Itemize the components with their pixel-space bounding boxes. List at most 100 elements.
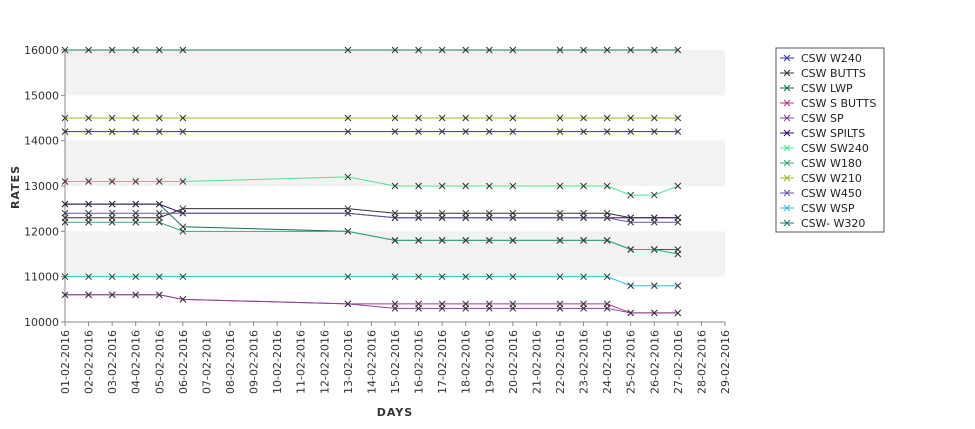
legend-item: CSW W210 <box>780 172 862 185</box>
legend-label: CSW SPILTS <box>801 127 865 140</box>
data-point-marker <box>415 114 422 122</box>
y-tick-label: 15000 <box>24 89 59 102</box>
legend-marker <box>783 69 791 77</box>
legend-marker <box>783 219 791 227</box>
data-point-marker <box>155 209 163 217</box>
legend-item: CSW WSP <box>780 202 855 215</box>
legend-label: CSW LWP <box>801 82 853 95</box>
x-tick-label: 05-02-2016 <box>153 330 166 394</box>
data-point-marker <box>344 209 352 217</box>
data-point-marker <box>603 128 611 135</box>
data-point-marker <box>438 46 446 54</box>
data-point-marker <box>603 237 611 244</box>
data-point-marker <box>627 114 635 122</box>
legend-label: CSW W180 <box>801 157 862 170</box>
legend-label: CSW SP <box>801 112 844 125</box>
data-point-marker <box>485 237 493 244</box>
data-point-marker <box>108 218 116 226</box>
legend-label: CSW W240 <box>801 52 862 65</box>
series-10 <box>61 209 682 226</box>
legend-item: CSW BUTTS <box>780 67 866 80</box>
x-tick-label: 03-02-2016 <box>106 330 119 394</box>
data-point-marker <box>603 305 611 312</box>
data-point-marker <box>603 273 611 281</box>
data-point-marker <box>462 128 470 135</box>
data-point-marker <box>415 214 422 222</box>
data-point-marker <box>415 128 422 135</box>
legend-item: CSW W240 <box>780 52 862 65</box>
legend-item: CSW SPILTS <box>780 127 865 140</box>
data-point-marker <box>650 218 658 226</box>
legend-label: CSW W210 <box>801 172 862 185</box>
data-point-marker <box>674 250 682 258</box>
x-tick-label: 12-02-2016 <box>318 330 331 394</box>
y-tick-label: 11000 <box>24 271 59 284</box>
legend-item: CSW SP <box>780 112 844 125</box>
data-point-marker <box>179 227 187 235</box>
data-point-marker <box>155 200 163 208</box>
legend-item: CSW LWP <box>780 82 853 95</box>
data-point-marker <box>344 46 352 54</box>
data-point-marker <box>85 114 92 122</box>
x-tick-label: 07-02-2016 <box>200 330 213 394</box>
data-point-marker <box>61 46 69 54</box>
x-tick-label: 01-02-2016 <box>59 330 72 394</box>
series-4 <box>61 291 682 317</box>
y-tick-label: 13000 <box>24 180 59 193</box>
data-point-marker <box>556 182 564 190</box>
data-point-marker <box>155 46 163 54</box>
data-point-marker <box>438 182 446 190</box>
data-point-marker <box>155 273 163 281</box>
data-point-marker <box>509 214 517 222</box>
series-5 <box>61 291 682 317</box>
data-point-marker <box>556 273 564 281</box>
data-point-marker <box>85 218 92 226</box>
grid-band <box>65 140 725 186</box>
x-tick-label: 06-02-2016 <box>177 330 190 394</box>
data-point-marker <box>132 114 140 122</box>
legend-item: CSW W450 <box>780 187 862 200</box>
legend-label: CSW S BUTTS <box>801 97 876 110</box>
data-point-marker <box>391 273 399 281</box>
data-point-marker <box>61 200 69 208</box>
legend-item: CSW SW240 <box>780 142 869 155</box>
data-point-marker <box>485 305 493 312</box>
data-point-marker <box>155 178 163 185</box>
data-point-marker <box>85 209 92 217</box>
data-point-marker <box>85 46 92 54</box>
legend-item: CSW- W320 <box>780 217 865 230</box>
data-point-marker <box>627 191 635 199</box>
x-tick-label: 20-02-2016 <box>507 330 520 394</box>
legend-marker <box>783 129 791 137</box>
data-point-marker <box>674 114 682 122</box>
data-point-marker <box>650 309 658 317</box>
data-point-marker <box>438 128 446 135</box>
data-point-marker <box>438 273 446 281</box>
data-point-marker <box>603 182 611 190</box>
data-point-marker <box>155 291 163 299</box>
data-point-marker <box>155 128 163 135</box>
data-point-marker <box>627 128 635 135</box>
data-point-marker <box>485 182 493 190</box>
x-tick-label: 02-02-2016 <box>83 330 96 394</box>
data-point-marker <box>556 305 564 312</box>
x-tick-label: 21-02-2016 <box>530 330 543 394</box>
x-tick-label: 28-02-2016 <box>695 330 708 394</box>
data-point-marker <box>344 173 352 181</box>
legend-item: CSW W180 <box>780 157 862 170</box>
data-point-marker <box>391 305 399 312</box>
data-point-marker <box>650 114 658 122</box>
data-point-marker <box>556 214 564 222</box>
data-point-marker <box>155 114 163 122</box>
data-point-marker <box>108 209 116 217</box>
legend-label: CSW BUTTS <box>801 67 866 80</box>
x-tick-label: 25-02-2016 <box>625 330 638 394</box>
plot-background-bands <box>65 50 725 277</box>
data-point-marker <box>61 114 69 122</box>
data-point-marker <box>415 305 422 312</box>
data-point-marker <box>344 273 352 281</box>
data-point-marker <box>344 227 352 235</box>
data-point-marker <box>179 273 187 281</box>
data-point-marker <box>391 214 399 222</box>
data-point-marker <box>580 273 587 281</box>
